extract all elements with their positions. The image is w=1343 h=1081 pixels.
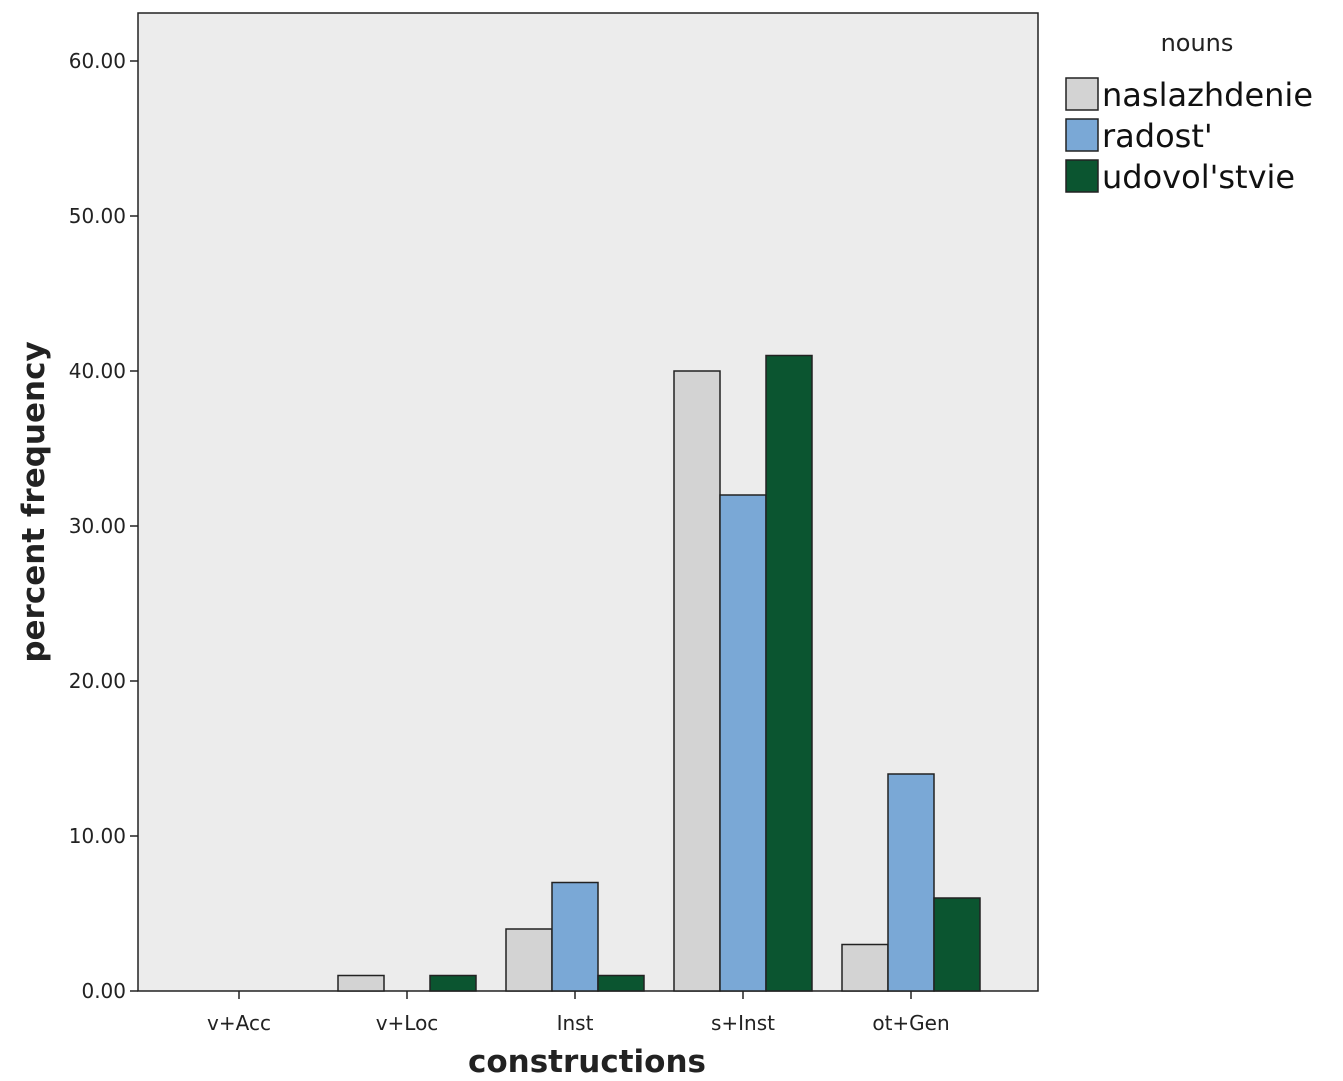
y-tick-label: 60.00 bbox=[69, 49, 126, 73]
legend-label: radost' bbox=[1102, 117, 1213, 155]
legend-swatch bbox=[1065, 77, 1099, 111]
legend-swatch bbox=[1065, 159, 1099, 193]
y-axis-title: percent frequency bbox=[16, 341, 52, 662]
bar-naslazhdenie-v-loc bbox=[337, 974, 385, 992]
bars bbox=[337, 354, 981, 992]
y-axis: 0.00 10.00 20.00 30.00 40.00 50.00 60.00 bbox=[69, 49, 138, 1003]
bar-udovol-stvie-ot-gen bbox=[933, 897, 981, 992]
bar-radost--s-inst bbox=[719, 494, 767, 992]
legend-label: udovol'stvie bbox=[1102, 158, 1295, 196]
bar-udovol-stvie-v-loc bbox=[429, 974, 477, 992]
x-tick-label: v+Acc bbox=[207, 1011, 271, 1035]
bar-radost--ot-gen bbox=[887, 773, 935, 992]
bar-udovol-stvie-inst bbox=[597, 974, 645, 992]
legend-swatch bbox=[1065, 118, 1099, 152]
x-tick-label: s+Inst bbox=[711, 1011, 775, 1035]
y-tick-label: 0.00 bbox=[81, 979, 126, 1003]
y-tick-label: 30.00 bbox=[69, 514, 126, 538]
legend-label: naslazhdenie bbox=[1102, 76, 1313, 114]
legend-title: nouns bbox=[1161, 29, 1234, 57]
x-tick-label: v+Loc bbox=[376, 1011, 439, 1035]
bar-naslazhdenie-inst bbox=[505, 928, 553, 992]
bar-naslazhdenie-s-inst bbox=[673, 370, 721, 992]
x-axis-title: constructions bbox=[468, 1044, 706, 1080]
y-tick-label: 20.00 bbox=[69, 669, 126, 693]
x-tick-label: ot+Gen bbox=[872, 1011, 949, 1035]
y-tick-label: 10.00 bbox=[69, 824, 126, 848]
y-tick-label: 50.00 bbox=[69, 204, 126, 228]
x-tick-label: Inst bbox=[557, 1011, 594, 1035]
bar-udovol-stvie-s-inst bbox=[765, 354, 813, 992]
bar-radost--inst bbox=[551, 881, 599, 992]
x-axis: v+Acc v+Loc Inst s+Inst ot+Gen bbox=[207, 991, 950, 1035]
bar-naslazhdenie-ot-gen bbox=[841, 943, 889, 992]
y-tick-label: 40.00 bbox=[69, 359, 126, 383]
